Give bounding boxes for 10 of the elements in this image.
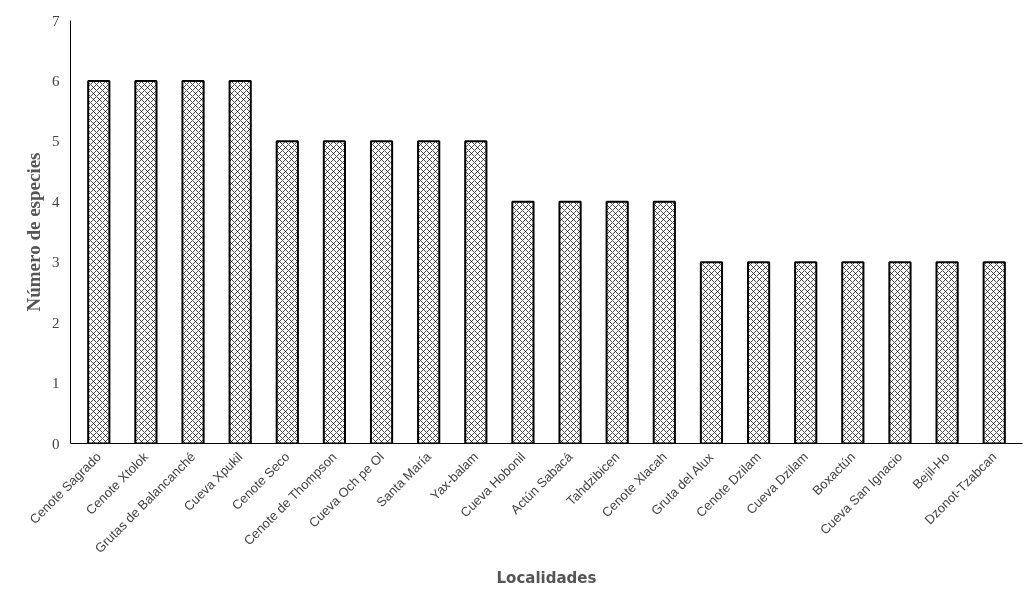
y-axis-title: Número de especies bbox=[23, 152, 44, 312]
y-tick-label: 3 bbox=[52, 254, 60, 271]
y-tick-label: 6 bbox=[52, 72, 60, 89]
y-tick-label: 5 bbox=[52, 133, 60, 150]
x-axis-title: Localidades bbox=[496, 569, 597, 588]
y-tick-label: 0 bbox=[52, 435, 60, 452]
y-tick-label: 7 bbox=[52, 12, 60, 29]
y-tick-label: 1 bbox=[52, 375, 60, 392]
y-tick-label: 2 bbox=[52, 314, 60, 331]
y-tick-label: 4 bbox=[52, 193, 60, 210]
